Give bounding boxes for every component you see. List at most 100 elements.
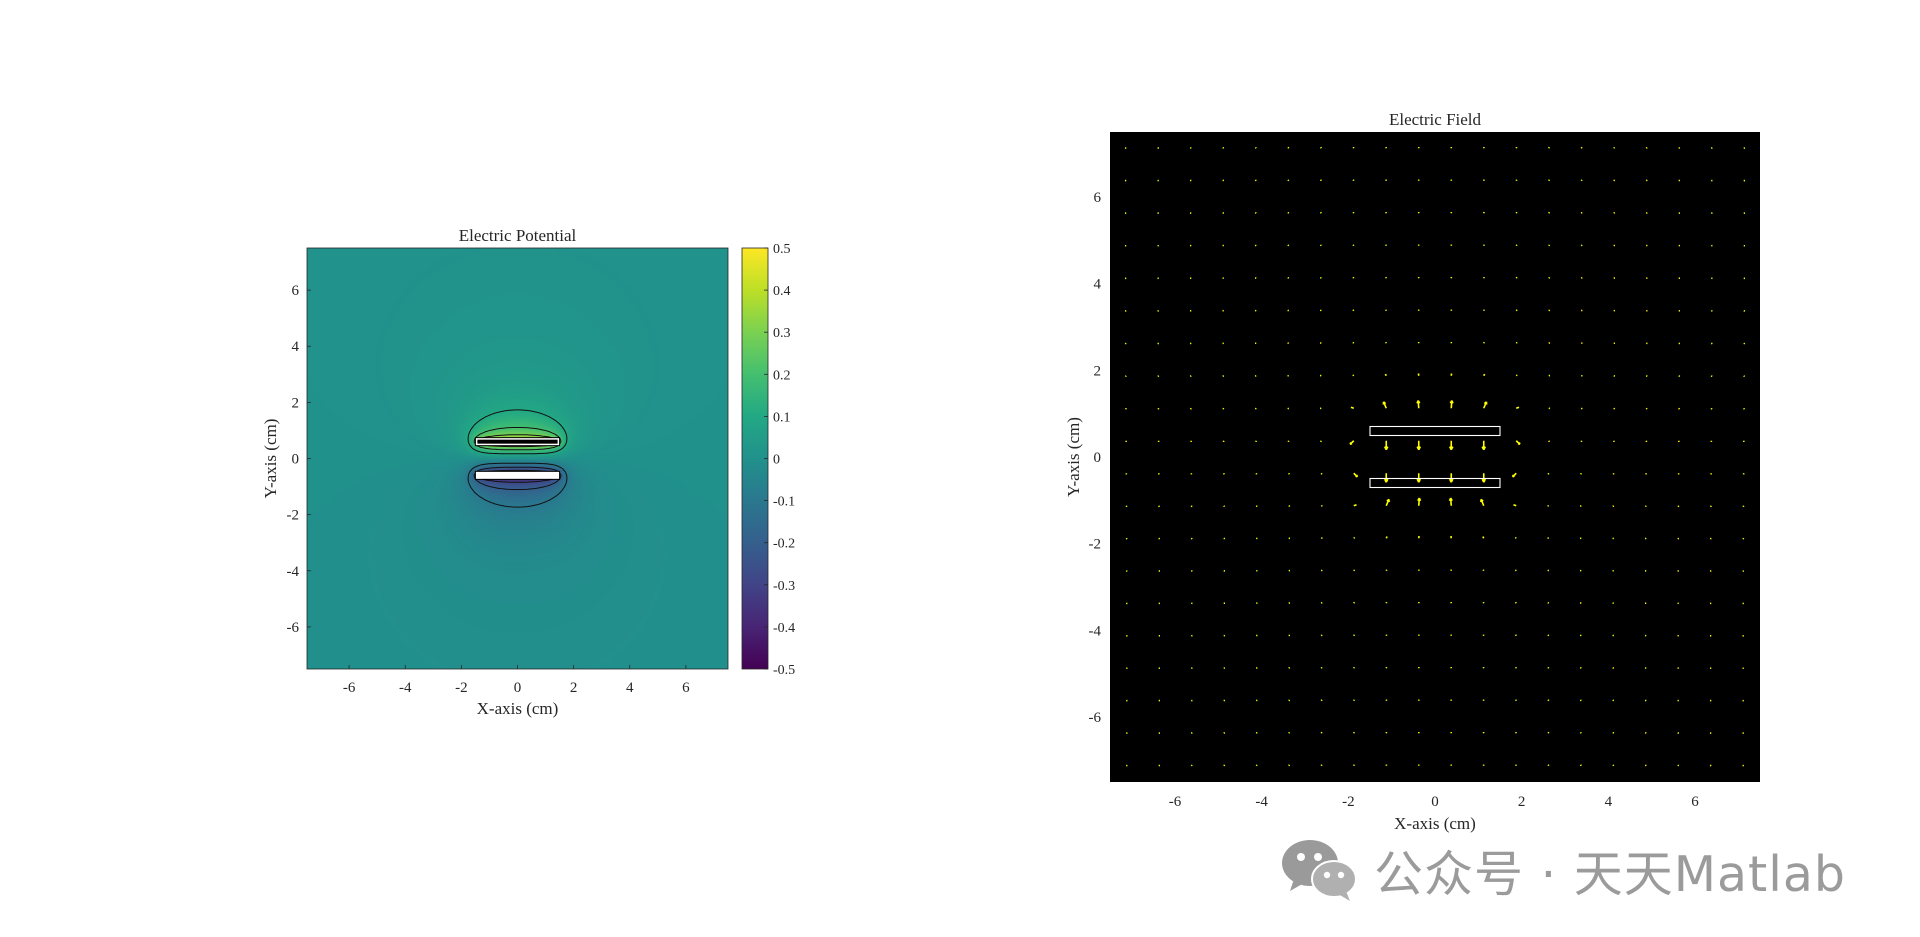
field-arrow <box>1709 505 1712 508</box>
field-arrow-head <box>1483 401 1488 405</box>
field-arrow <box>1548 179 1551 182</box>
field-arrow <box>1353 699 1355 702</box>
field-arrow <box>1579 666 1582 669</box>
field-arrow <box>1645 146 1648 149</box>
field-arrow <box>1319 244 1322 247</box>
colorbar-tick-label: 0.3 <box>773 326 791 341</box>
field-arrow <box>1222 211 1225 214</box>
field-arrow-head <box>1481 446 1487 451</box>
field-arrow <box>1644 505 1647 508</box>
field-arrow <box>1547 601 1550 604</box>
field-arrow <box>1612 666 1615 669</box>
field-arrow <box>1287 179 1290 182</box>
contour-line <box>467 462 568 508</box>
potential-ylabel: Y-axis (cm) <box>261 419 280 499</box>
field-arrow <box>1548 146 1551 149</box>
field-arrow <box>1352 244 1355 247</box>
field-arrow <box>1709 537 1712 540</box>
colorbar-tick-label: -0.2 <box>773 537 795 552</box>
field-arrow <box>1515 309 1518 312</box>
field-arrow <box>1222 146 1225 149</box>
colorbar-tick-label: -0.5 <box>773 663 795 678</box>
field-arrow <box>1223 731 1226 734</box>
field-arrow <box>1157 342 1160 345</box>
x-tick-label: -2 <box>455 680 468 696</box>
field-arrow <box>1353 536 1356 539</box>
field-arrow <box>1645 179 1648 182</box>
y-tick-label: 6 <box>292 283 300 299</box>
field-arrow <box>1287 244 1290 247</box>
field-arrow-head <box>1416 478 1422 483</box>
potential-plates <box>474 437 561 480</box>
field-arrow <box>1288 666 1291 669</box>
field-arrow <box>1287 407 1290 410</box>
field-arrow <box>1384 373 1387 377</box>
field-x-tick-label: 4 <box>1605 794 1613 810</box>
field-y-tick-label: 0 <box>1094 450 1102 466</box>
field-arrow <box>1580 276 1583 279</box>
field-arrow-head <box>1417 497 1422 502</box>
field-arrow <box>1743 375 1746 378</box>
field-arrow <box>1743 407 1746 410</box>
field-arrow <box>1190 731 1193 734</box>
field-title: Electric Field <box>1389 110 1482 129</box>
field-arrow <box>1677 537 1680 540</box>
field-arrow <box>1677 764 1680 767</box>
field-arrow <box>1515 406 1520 409</box>
field-arrow <box>1320 472 1323 475</box>
field-arrow <box>1189 179 1192 182</box>
potential-title: Electric Potential <box>459 226 577 245</box>
field-arrow <box>1710 342 1713 345</box>
field-arrow <box>1319 309 1322 312</box>
field-arrow-head <box>1449 400 1454 404</box>
field-arrow <box>1189 375 1192 378</box>
field-arrow <box>1158 505 1161 508</box>
colorbar-tick-label: -0.4 <box>773 621 795 636</box>
field-arrow <box>1189 146 1192 149</box>
field-arrow <box>1645 375 1648 378</box>
field-arrow <box>1515 374 1518 377</box>
y-tick-label: -4 <box>287 564 300 580</box>
field-x-tick-label: -2 <box>1342 794 1355 810</box>
field-arrow <box>1645 211 1648 214</box>
field-arrow <box>1482 536 1485 539</box>
field-arrow <box>1514 634 1517 637</box>
field-arrow <box>1125 505 1128 508</box>
field-arrow <box>1612 699 1615 702</box>
field-arrow <box>1125 570 1128 573</box>
field-arrow <box>1678 375 1681 378</box>
field-arrow-head <box>1448 478 1454 483</box>
field-arrow <box>1548 341 1551 344</box>
plate-fill-top <box>477 439 558 444</box>
field-arrow <box>1579 505 1582 508</box>
field-arrow <box>1158 764 1161 767</box>
field-arrow <box>1353 601 1356 604</box>
field-arrow <box>1385 536 1388 539</box>
field-y-tick-label: -2 <box>1089 537 1102 553</box>
field-arrow <box>1515 244 1518 247</box>
field-y-tick-label: -6 <box>1089 710 1102 726</box>
field-arrow <box>1385 569 1388 572</box>
field-arrow <box>1709 570 1712 572</box>
field-arrow <box>1513 503 1517 507</box>
field-arrow <box>1319 146 1322 149</box>
field-arrow <box>1548 211 1551 214</box>
field-y-tick-label: 6 <box>1094 190 1102 206</box>
field-arrow-head <box>1382 401 1387 405</box>
field-arrow <box>1579 699 1582 702</box>
field-arrow <box>1254 244 1257 247</box>
field-arrow <box>1254 179 1257 182</box>
field-arrow <box>1548 244 1551 247</box>
field-arrow <box>1320 699 1323 702</box>
contour-line <box>467 409 568 455</box>
field-arrow-head <box>1511 474 1515 478</box>
field-y-tick-label: 2 <box>1094 363 1102 379</box>
field-arrow <box>1612 505 1615 508</box>
field-x-tick-label: 0 <box>1431 794 1439 810</box>
y-tick-label: -2 <box>287 508 300 524</box>
field-arrow <box>1678 407 1681 410</box>
field-arrow <box>1352 211 1355 214</box>
field-arrow <box>1514 601 1517 604</box>
field-arrow <box>1613 211 1616 214</box>
field-arrow <box>1678 179 1681 182</box>
